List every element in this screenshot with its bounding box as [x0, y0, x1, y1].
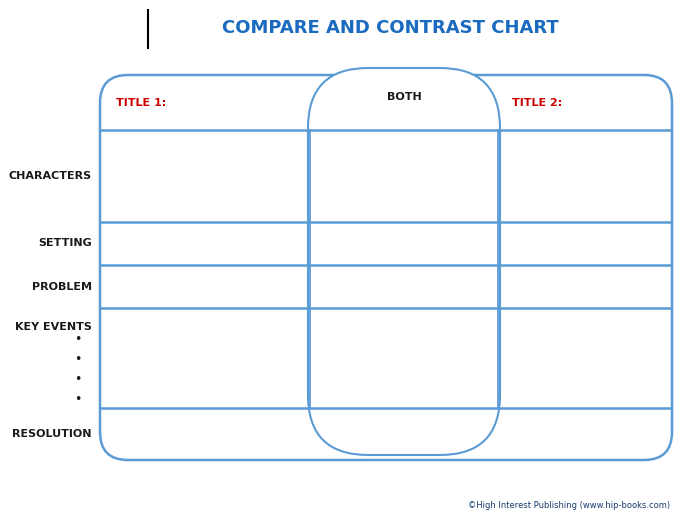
Text: BOTH: BOTH	[387, 92, 421, 102]
Text: •: •	[75, 333, 82, 346]
Text: RESOLUTION: RESOLUTION	[12, 429, 92, 439]
Text: SETTING: SETTING	[38, 238, 92, 248]
Text: •: •	[75, 353, 82, 366]
Text: ©High Interest Publishing (www.hip-books.com): ©High Interest Publishing (www.hip-books…	[468, 501, 670, 510]
Text: TITLE 2:: TITLE 2:	[512, 98, 562, 108]
Text: PROBLEM: PROBLEM	[32, 281, 92, 291]
Text: COMPARE AND CONTRAST CHART: COMPARE AND CONTRAST CHART	[221, 19, 559, 37]
Text: KEY EVENTS: KEY EVENTS	[15, 322, 92, 332]
FancyBboxPatch shape	[100, 75, 672, 460]
Text: •: •	[75, 394, 82, 406]
FancyBboxPatch shape	[308, 68, 500, 455]
Text: TITLE 1:: TITLE 1:	[116, 98, 167, 108]
Text: CHARACTERS: CHARACTERS	[9, 171, 92, 181]
Text: •: •	[75, 373, 82, 386]
